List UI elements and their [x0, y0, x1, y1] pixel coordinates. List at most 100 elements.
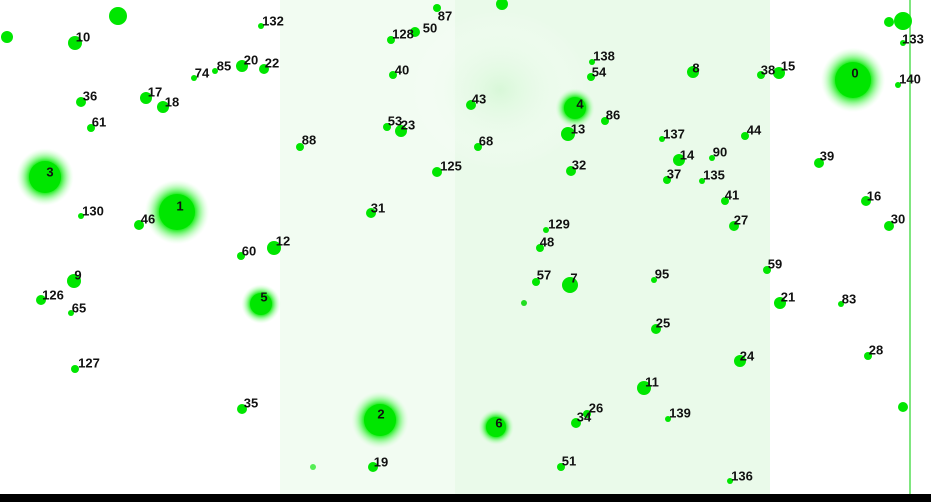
star-label: 19 [374, 454, 388, 469]
extra-stars [1, 0, 912, 470]
star-label: 46 [141, 211, 155, 226]
star [366, 208, 376, 218]
star [864, 352, 872, 360]
star [87, 124, 95, 132]
star [212, 68, 218, 74]
star [637, 381, 651, 395]
star [532, 278, 540, 286]
star [383, 123, 391, 131]
star-label: 2 [377, 406, 384, 421]
star [389, 71, 397, 79]
star [71, 365, 79, 373]
star-label: 27 [734, 212, 748, 227]
star-label: 68 [479, 133, 493, 148]
star-label: 22 [265, 55, 279, 70]
star [589, 59, 595, 65]
star [721, 197, 729, 205]
star-label: 61 [92, 114, 106, 129]
star [250, 293, 272, 315]
star-label: 7 [570, 270, 577, 285]
star-label: 44 [747, 122, 762, 137]
status-bar [0, 494, 931, 502]
star-label: 87 [438, 8, 452, 23]
star [76, 97, 86, 107]
star-label: 18 [165, 94, 179, 109]
star-label: 127 [78, 355, 100, 370]
star-label: 43 [472, 91, 486, 106]
star [134, 220, 144, 230]
star [36, 295, 46, 305]
star-label: 57 [537, 267, 551, 282]
star-label: 128 [392, 26, 414, 41]
star [673, 154, 685, 166]
star-label: 136 [731, 468, 753, 483]
star [387, 36, 395, 44]
star [699, 178, 705, 184]
star-label: 20 [244, 52, 258, 67]
star [486, 417, 506, 437]
star [741, 132, 749, 140]
star [884, 221, 894, 231]
star [757, 71, 765, 79]
star-label: 137 [663, 126, 685, 141]
star [564, 97, 586, 119]
star-label: 24 [740, 348, 755, 363]
star-label: 126 [42, 287, 64, 302]
star [561, 127, 575, 141]
star-label: 9 [74, 267, 81, 282]
star [838, 301, 844, 307]
star-label: 30 [891, 211, 905, 226]
star-label: 13 [571, 121, 585, 136]
star-label: 35 [244, 395, 258, 410]
star-label: 85 [217, 58, 231, 73]
star-label: 74 [195, 65, 210, 80]
star-label: 26 [589, 400, 603, 415]
star [571, 418, 581, 428]
nebula [410, 10, 590, 170]
star [237, 404, 247, 414]
star-label: 14 [680, 147, 695, 162]
star [29, 161, 61, 193]
star-label: 59 [768, 256, 782, 271]
star [296, 143, 304, 151]
star-label: 5 [260, 289, 267, 304]
star [587, 73, 595, 81]
star [237, 252, 245, 260]
star [773, 67, 785, 79]
star-label: 1 [176, 198, 183, 213]
star [562, 277, 578, 293]
star-label: 37 [667, 166, 681, 181]
star [364, 404, 396, 436]
star [267, 241, 281, 255]
star-label: 21 [781, 289, 795, 304]
star [236, 60, 248, 72]
star [734, 355, 746, 367]
star-label: 95 [655, 266, 669, 281]
star [861, 196, 871, 206]
star-label: 0 [851, 65, 858, 80]
star-label: 31 [371, 200, 385, 215]
star-label: 39 [820, 148, 834, 163]
star-label: 11 [645, 374, 659, 389]
star-label: 132 [262, 13, 284, 28]
star [601, 117, 609, 125]
star-label: 10 [76, 29, 90, 44]
star [140, 92, 152, 104]
star-label: 36 [83, 88, 97, 103]
star-label: 60 [242, 243, 256, 258]
star [659, 136, 665, 142]
star [665, 416, 671, 422]
star-label: 38 [761, 62, 775, 77]
star-label: 48 [540, 234, 554, 249]
star [687, 66, 699, 78]
star-label: 15 [781, 58, 795, 73]
star [583, 410, 591, 418]
star [651, 324, 661, 334]
star [814, 158, 824, 168]
star [432, 167, 442, 177]
star [191, 75, 197, 81]
star [410, 27, 420, 37]
star-label: 54 [592, 64, 607, 79]
star [651, 277, 657, 283]
